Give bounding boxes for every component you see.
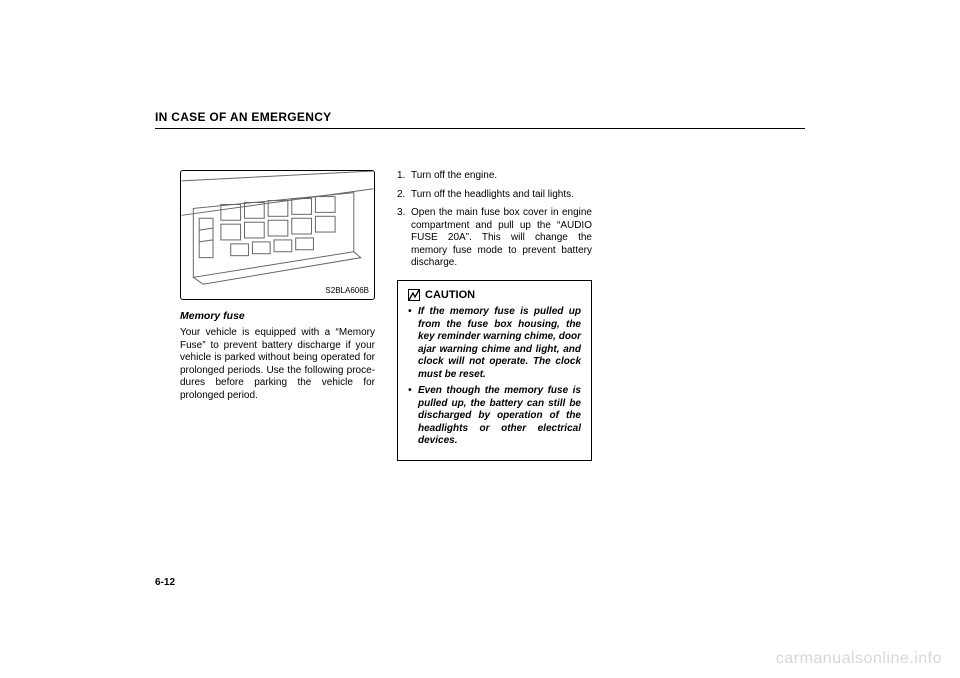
column-right: 1. Turn off the engine. 2. Turn off the …	[397, 170, 592, 461]
caution-title: CAUTION	[425, 289, 475, 303]
manual-page: IN CASE OF AN EMERGENCY	[0, 0, 960, 678]
caution-title-row: CAUTION	[408, 289, 581, 303]
list-item: 1. Turn off the engine.	[397, 170, 592, 183]
caution-list: • If the memory fuse is pulled up from t…	[408, 306, 581, 448]
caution-text: Even though the memory fuse is pulled up…	[418, 385, 581, 448]
header-rule	[155, 128, 805, 129]
watermark: carmanualsonline.info	[776, 650, 942, 668]
bullet: •	[408, 306, 418, 381]
step-text: Open the main fuse box cover in engine c…	[411, 207, 592, 270]
list-item: • Even though the memory fuse is pulled …	[408, 385, 581, 448]
list-item: 3. Open the main fuse box cover in engin…	[397, 207, 592, 270]
page-number: 6-12	[155, 577, 175, 588]
figure-label: S2BLA606B	[325, 286, 369, 296]
caution-callout: CAUTION • If the memory fuse is pulled u…	[397, 280, 592, 461]
memory-fuse-paragraph: Your vehicle is equipped with a “Memory …	[180, 327, 375, 402]
page-header: IN CASE OF AN EMERGENCY	[155, 110, 805, 129]
step-number: 2.	[397, 189, 411, 202]
caution-icon	[408, 289, 420, 301]
step-text: Turn off the engine.	[411, 170, 592, 183]
list-item: • If the memory fuse is pulled up from t…	[408, 306, 581, 381]
column-left: S2BLA606B Memory fuse Your vehicle is eq…	[180, 170, 375, 461]
content-columns: S2BLA606B Memory fuse Your vehicle is eq…	[180, 170, 780, 461]
section-title: IN CASE OF AN EMERGENCY	[155, 110, 805, 124]
caution-text: If the memory fuse is pulled up from the…	[418, 306, 581, 381]
procedure-list: 1. Turn off the engine. 2. Turn off the …	[397, 170, 592, 270]
fusebox-illustration	[181, 171, 374, 299]
step-number: 1.	[397, 170, 411, 183]
subheading-memory-fuse: Memory fuse	[180, 310, 375, 323]
step-number: 3.	[397, 207, 411, 270]
fusebox-figure: S2BLA606B	[180, 170, 375, 300]
step-text: Turn off the headlights and tail lights.	[411, 189, 592, 202]
list-item: 2. Turn off the headlights and tail ligh…	[397, 189, 592, 202]
bullet: •	[408, 385, 418, 448]
